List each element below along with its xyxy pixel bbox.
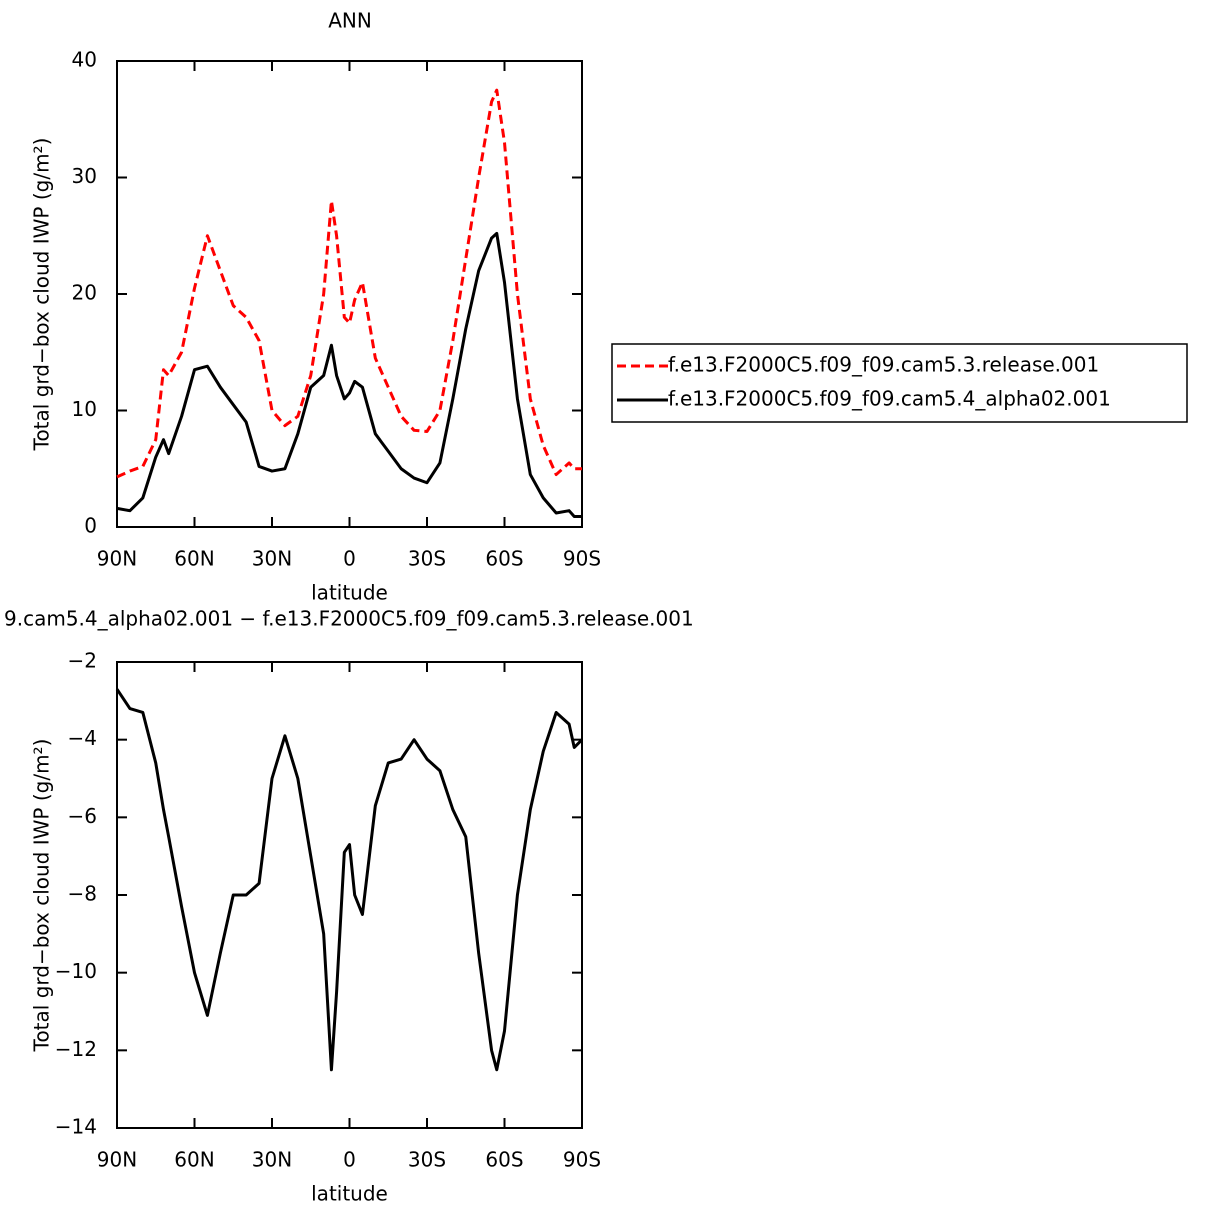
x-tick-label: 90N [97,1148,137,1172]
y-tick-label: −12 [55,1037,97,1061]
legend-label: f.e13.F2000C5.f09_f09.cam5.4_alpha02.001 [668,387,1111,411]
data-line [116,88,582,479]
plot-frame [116,661,583,1129]
y-tick-label: 40 [72,48,97,72]
y-tick-label: 10 [72,397,97,421]
x-tick-label: 30N [252,1148,292,1172]
y-tick-label: −6 [68,804,97,828]
legend-box [611,343,1188,423]
y-tick-label: −10 [55,959,97,983]
x-tick-label: 90N [97,547,137,571]
y-tick-label: 0 [84,514,97,538]
x-tick-label: 90S [563,547,601,571]
y-tick-label: −4 [68,726,97,750]
y-tick-label: 30 [72,164,97,188]
x-tick-label: 30N [252,547,292,571]
x-tick-label: 60N [174,547,214,571]
x-tick-label: 90S [563,1148,601,1172]
x-axis-label: latitude [311,1182,388,1206]
x-tick-label: 30S [408,547,446,571]
x-tick-label: 60N [174,1148,214,1172]
y-tick-label: −8 [68,882,97,906]
x-tick-label: 60S [485,1148,523,1172]
chart-title: ANN [328,9,372,33]
x-tick-label: 0 [343,1148,356,1172]
y-tick-label: −14 [55,1115,97,1139]
x-tick-label: 60S [485,547,523,571]
data-line [116,231,582,519]
chart-title: 9.cam5.4_alpha02.001 − f.e13.F2000C5.f09… [4,607,694,631]
y-axis-label: Total grd−box cloud IWP (g/m²) [30,739,54,1053]
y-tick-label: −2 [68,649,97,673]
x-tick-label: 30S [408,1148,446,1172]
y-axis-label: Total grd−box cloud IWP (g/m²) [30,138,54,452]
x-tick-label: 0 [343,547,356,571]
plot-frame [116,60,583,528]
x-axis-label: latitude [311,581,388,605]
data-line [115,688,584,1072]
legend-label: f.e13.F2000C5.f09_f09.cam5.3.release.001 [668,353,1099,377]
y-tick-label: 20 [72,281,97,305]
